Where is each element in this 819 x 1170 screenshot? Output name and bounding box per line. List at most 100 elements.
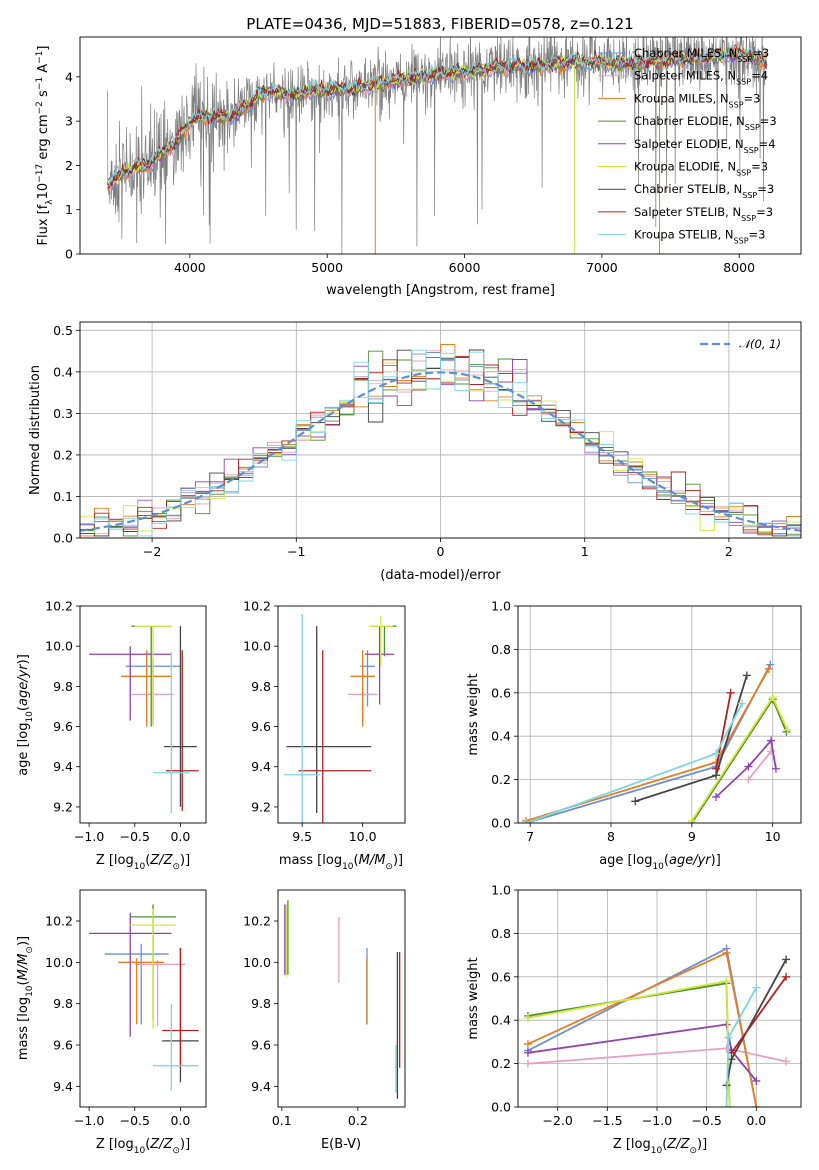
mass-weight-marker: [726, 688, 735, 697]
mass-weight-marker: [764, 664, 773, 673]
y-tick-label: 9.6: [251, 719, 271, 734]
legend-entry: Kroupa STELIB, NSSP=3: [634, 228, 765, 246]
errorbar-point: [365, 626, 395, 705]
y-tick-label: 0.0: [491, 816, 511, 831]
y-tick-label: 9.2: [251, 799, 271, 814]
legend-entry: Kroupa ELODIE, NSSP=3: [634, 160, 768, 178]
plot-frame: [277, 889, 406, 1108]
x-tick-label: 9: [688, 829, 696, 844]
mass-weight-marker: [724, 1033, 733, 1042]
mass-weight-line: [691, 697, 788, 823]
x-tick-label: 0.0: [746, 1113, 766, 1128]
legend-entry: Chabrier ELODIE, NSSP=3: [634, 114, 777, 132]
errorbar-point: [164, 626, 197, 807]
y-axis-label: Normed distribution: [28, 365, 43, 495]
y-tick-label: 3: [65, 114, 73, 129]
residual-histogram: [80, 349, 801, 537]
plot-frame: [277, 605, 406, 824]
y-tick-label: 0.3: [53, 406, 73, 421]
y-tick-label: 0.4: [491, 1013, 511, 1028]
x-axis-label: mass [log10(M/M⊙)]: [279, 853, 403, 872]
mass-weight-line: [715, 692, 732, 769]
x-tick-label: −0.5: [691, 1113, 721, 1128]
mass-weight-marker: [783, 725, 792, 734]
y-tick-label: 0.1: [53, 489, 73, 504]
model-spectrum-line: [107, 45, 768, 185]
mass-weight-marker: [768, 693, 777, 702]
mass-weight-marker: [722, 1044, 731, 1053]
y-tick-label: 10.0: [243, 955, 271, 970]
x-tick-label: 1: [581, 544, 589, 559]
x-tick-label: −1.5: [592, 1113, 622, 1128]
mass-weight-marker: [752, 1103, 761, 1107]
plot-frame: [517, 605, 802, 824]
y-tick-label: 0.8: [491, 926, 511, 941]
mass-weight-marker: [771, 764, 780, 773]
y-tick-label: 9.8: [53, 679, 73, 694]
mass-weight-marker: [742, 671, 751, 680]
mass-weight-line: [527, 951, 758, 1107]
mass-weight-marker: [752, 983, 761, 992]
residual-histogram: [80, 344, 801, 537]
y-axis-label: Flux [fλ10−17 erg cm−2 s−1 A−1]: [35, 46, 55, 246]
y-tick-label: 0.0: [491, 1100, 511, 1115]
x-tick-label: 5000: [311, 260, 343, 275]
mass-weight-marker: [744, 762, 753, 771]
errorbar-point: [153, 1003, 199, 1091]
y-axis-label: mass weight: [466, 673, 481, 755]
y-tick-label: 9.4: [53, 1079, 73, 1094]
x-tick-label: 10: [765, 829, 781, 844]
plot-area: [89, 625, 199, 813]
mass-weight-marker: [752, 1076, 761, 1085]
x-tick-label: −1: [287, 544, 305, 559]
mass-weight-line: [730, 976, 787, 1054]
x-tick-label: 2: [725, 544, 733, 559]
mass-weight-line: [525, 664, 772, 823]
errorbar-point: [162, 947, 199, 1068]
legend-entry: Salpeter STELIB, NSSP=3: [634, 205, 773, 223]
x-axis-label: (data-model)/error: [380, 568, 501, 583]
plot-frame: [79, 321, 802, 539]
y-axis-label: mass [log10(M/M⊙)]: [16, 936, 35, 1060]
mass-weight-marker: [782, 955, 791, 964]
x-tick-label: 7: [526, 829, 534, 844]
mass-weight-marker: [523, 1059, 532, 1068]
legend-entry: 𝒩(0, 1): [739, 337, 781, 351]
mass-weight-marker: [631, 797, 640, 806]
errorbar-point: [350, 650, 375, 727]
y-tick-label: 4: [65, 69, 73, 84]
mass-vs-reddening-panel: 0.1 0.2 9.4 9.6 9.8 10.0 10.2 E(B-V): [243, 889, 406, 1152]
legend-entry: Kroupa MILES, NSSP=3: [634, 91, 760, 109]
errorbar-point: [104, 943, 169, 1025]
legend-entry: Salpeter ELODIE, NSSP=4: [634, 137, 776, 155]
mass-weight-marker: [722, 948, 731, 957]
age-vs-mass-panel: 9.5 10.0 9.2 9.4 9.6 9.8 10.0 10.2 mass [log10(M…: [243, 599, 406, 872]
x-tick-label: 6000: [449, 260, 481, 275]
y-tick-label: 0.0: [53, 531, 73, 546]
mass-weight-line: [715, 738, 777, 798]
errorbar-point: [118, 958, 164, 1025]
plot-area: [284, 614, 397, 823]
model-spectrum-line: [107, 48, 768, 182]
errorbar-point: [153, 652, 190, 813]
y-tick-label: 9.6: [53, 719, 73, 734]
y-tick-label: 10.2: [243, 599, 271, 614]
errorbar-point: [134, 960, 185, 1027]
x-axis-label: wavelength [Angstrom, rest frame]: [326, 283, 555, 298]
y-tick-label: 9.6: [251, 1038, 271, 1053]
x-axis-label: Z [log10(Z/Z⊙)]: [96, 1137, 190, 1156]
plot-area: [523, 944, 791, 1107]
model-spectrum-line: [107, 44, 767, 187]
errorbar-point: [368, 616, 393, 667]
x-tick-label: 8000: [723, 260, 755, 275]
y-tick-label: 0.8: [491, 642, 511, 657]
errorbar-point: [286, 626, 372, 813]
plot-area: [522, 660, 792, 823]
mass-weight-marker: [522, 819, 531, 823]
mass-weight-marker: [712, 749, 721, 758]
x-axis-label: age [log10(age/yr)]: [599, 853, 721, 872]
figure-title: PLATE=0436, MJD=51883, FIBERID=0578, z=0…: [246, 15, 633, 33]
x-tick-label: 0.1: [272, 1113, 292, 1128]
plot-area: [284, 900, 401, 1099]
mass-weight-marker: [767, 736, 776, 745]
